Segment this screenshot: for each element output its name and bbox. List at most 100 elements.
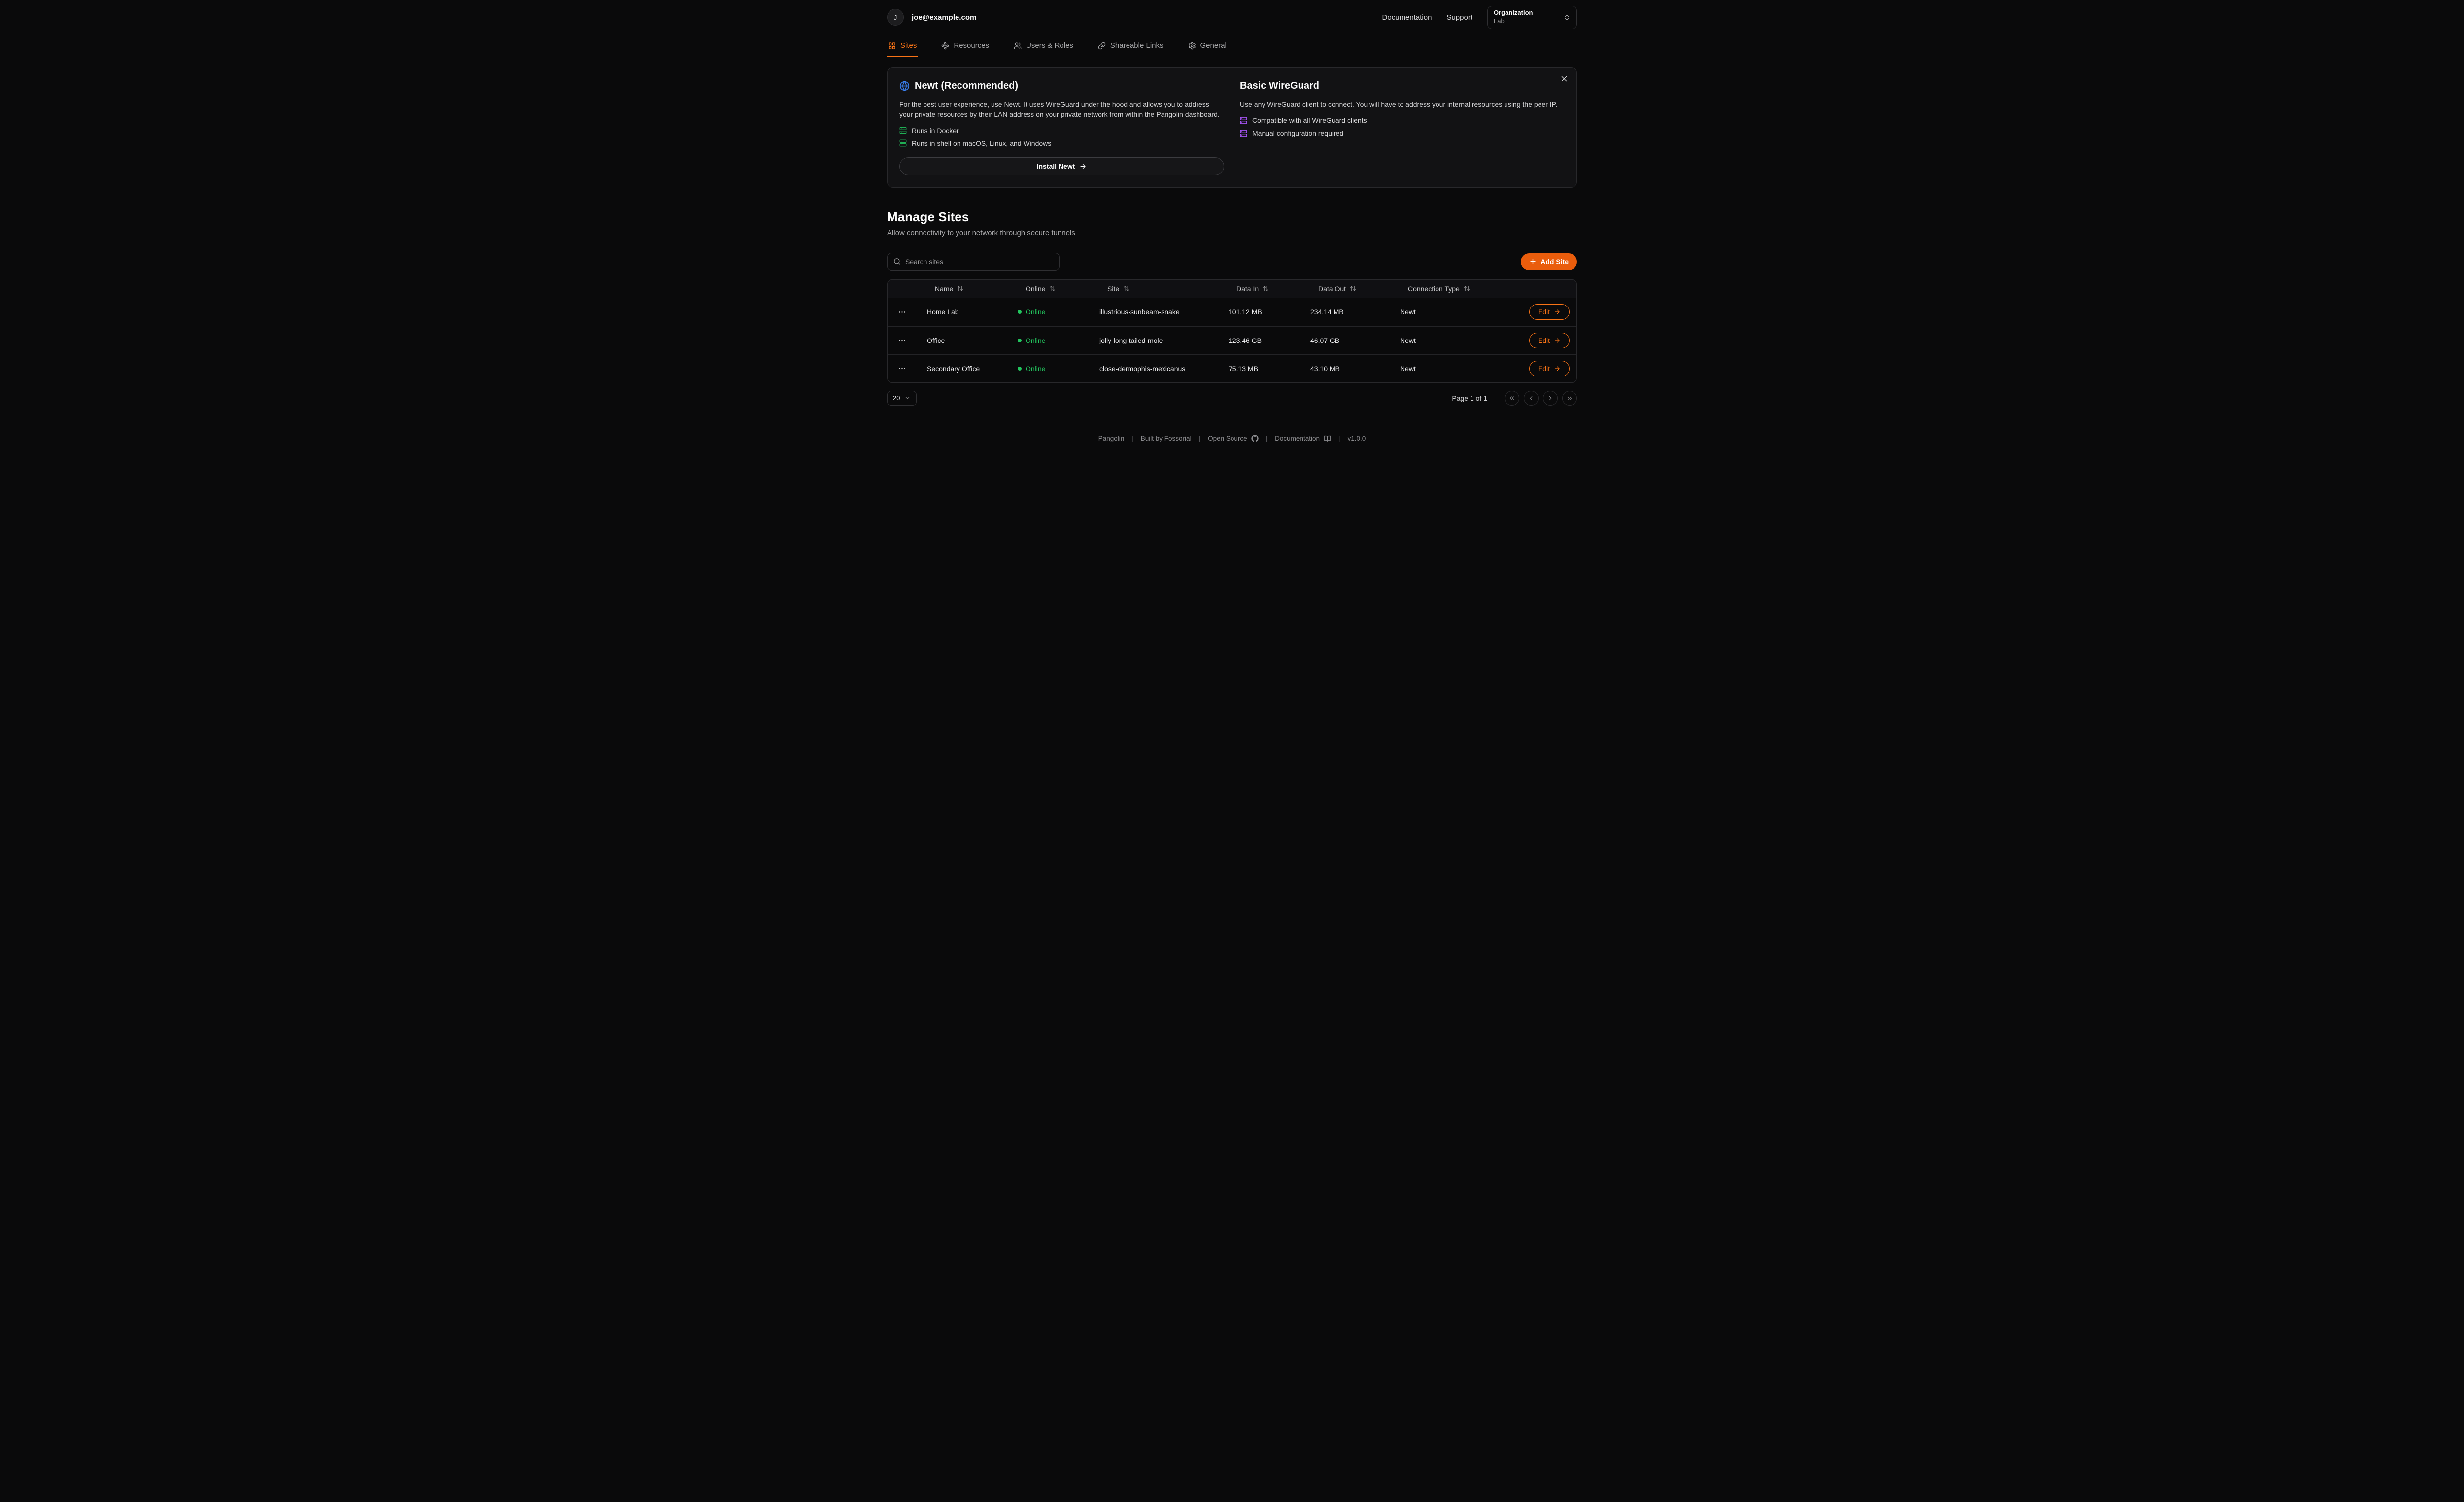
column-label: Online xyxy=(1026,284,1046,293)
online-dot xyxy=(1018,338,1022,342)
tab-label: General xyxy=(1200,41,1227,50)
avatar[interactable]: J xyxy=(887,9,904,26)
edit-label: Edit xyxy=(1538,364,1550,373)
page-subtitle: Allow connectivity to your network throu… xyxy=(887,228,1075,237)
site-name: Home Lab xyxy=(927,308,959,316)
tab-label: Resources xyxy=(954,41,990,50)
feature-item: Runs in Docker xyxy=(899,127,1224,135)
server-icon xyxy=(1240,117,1247,124)
install-newt-button[interactable]: Install Newt xyxy=(899,157,1224,175)
edit-button[interactable]: Edit xyxy=(1529,360,1570,376)
close-icon[interactable] xyxy=(1560,74,1569,83)
sort-icon xyxy=(1050,286,1056,291)
org-value: Lab xyxy=(1494,17,1505,25)
connection-type: Newt xyxy=(1400,336,1416,344)
tab-sites[interactable]: Sites xyxy=(887,34,918,57)
connection-type: Newt xyxy=(1400,364,1416,373)
wireguard-features: Compatible with all WireGuard clients Ma… xyxy=(1240,116,1565,137)
site-id: jolly-long-tailed-mole xyxy=(1099,336,1163,344)
status-badge: Online xyxy=(1007,308,1089,316)
edit-button[interactable]: Edit xyxy=(1529,332,1570,348)
documentation-link[interactable]: Documentation xyxy=(1382,13,1432,22)
arrow-right-icon xyxy=(1555,309,1560,314)
tab-label: Sites xyxy=(900,41,917,50)
newt-features: Runs in Docker Runs in shell on macOS, L… xyxy=(899,127,1224,147)
org-selector[interactable]: Organization Lab xyxy=(1487,5,1577,29)
link-icon xyxy=(1098,42,1106,49)
column-header-connection-type[interactable]: Connection Type xyxy=(1389,285,1511,293)
column-header-data-out[interactable]: Data Out xyxy=(1300,285,1389,293)
edit-button[interactable]: Edit xyxy=(1529,304,1570,320)
previous-page-button[interactable] xyxy=(1524,390,1539,406)
column-header-data-in[interactable]: Data In xyxy=(1218,285,1300,293)
add-site-button[interactable]: Add Site xyxy=(1521,253,1577,270)
site-name: Secondary Office xyxy=(927,364,980,373)
tab-label: Shareable Links xyxy=(1110,41,1164,50)
book-icon xyxy=(1324,435,1331,442)
footer-separator: | xyxy=(1266,435,1268,442)
user-email: joe@example.com xyxy=(912,13,977,22)
sites-table: Name Online Site Data In Data Out xyxy=(887,279,1577,383)
server-icon xyxy=(899,127,907,134)
footer-fossorial-link[interactable]: Built by Fossorial xyxy=(1141,435,1192,442)
page-size-value: 20 xyxy=(893,394,900,402)
chevrons-left-icon xyxy=(1509,396,1514,400)
wireguard-description: Use any WireGuard client to connect. You… xyxy=(1240,101,1558,108)
sort-icon xyxy=(1464,286,1470,291)
table-header-row: Name Online Site Data In Data Out xyxy=(888,279,1576,298)
footer-open-source-link[interactable]: Open Source xyxy=(1208,435,1259,442)
column-label: Data Out xyxy=(1318,284,1346,293)
row-menu-icon[interactable] xyxy=(895,361,909,376)
column-label: Connection Type xyxy=(1408,284,1460,293)
next-page-button[interactable] xyxy=(1543,390,1558,406)
gear-icon xyxy=(1188,42,1196,49)
footer-link-label: Documentation xyxy=(1275,435,1320,442)
site-id: close-dermophis-mexicanus xyxy=(1099,364,1186,373)
footer-documentation-link[interactable]: Documentation xyxy=(1275,435,1331,442)
column-header-site[interactable]: Site xyxy=(1089,285,1218,293)
tab-users-roles[interactable]: Users & Roles xyxy=(1013,34,1074,57)
table-footer: 20 Page 1 of 1 xyxy=(887,390,1577,406)
chevron-left-icon xyxy=(1530,396,1533,400)
page-title: Manage Sites xyxy=(887,209,969,224)
footer-separator: | xyxy=(1338,435,1340,442)
support-link[interactable]: Support xyxy=(1446,13,1472,22)
arrow-right-icon xyxy=(1555,338,1560,343)
plus-icon xyxy=(1530,259,1536,264)
data-in: 75.13 MB xyxy=(1229,364,1258,373)
edit-label: Edit xyxy=(1538,336,1550,344)
tab-general[interactable]: General xyxy=(1187,34,1228,57)
row-menu-icon[interactable] xyxy=(895,305,909,319)
column-header-online[interactable]: Online xyxy=(1007,285,1089,293)
row-menu-icon[interactable] xyxy=(895,333,909,347)
status-label: Online xyxy=(1026,336,1046,344)
online-dot xyxy=(1018,310,1022,314)
avatar-initial: J xyxy=(893,13,897,21)
table-body: Home Lab Online illustrious-sunbeam-snak… xyxy=(888,298,1576,382)
users-icon xyxy=(1014,42,1022,49)
last-page-button[interactable] xyxy=(1562,390,1577,406)
footer-brand: Pangolin xyxy=(1098,435,1125,442)
status-label: Online xyxy=(1026,364,1046,373)
footer-version: v1.0.0 xyxy=(1347,435,1366,442)
status-label: Online xyxy=(1026,308,1046,316)
sites-icon xyxy=(889,42,895,49)
first-page-button[interactable] xyxy=(1505,390,1519,406)
site-name: Office xyxy=(927,336,945,344)
server-icon xyxy=(1240,130,1247,137)
page-size-select[interactable]: 20 xyxy=(887,390,917,406)
add-site-label: Add Site xyxy=(1540,257,1569,266)
newt-column: Newt (Recommended) For the best user exp… xyxy=(899,80,1224,175)
github-icon xyxy=(1251,435,1259,442)
main-content: Newt (Recommended) For the best user exp… xyxy=(846,57,1618,421)
connection-type: Newt xyxy=(1400,308,1416,316)
tab-shareable-links[interactable]: Shareable Links xyxy=(1097,34,1164,57)
column-header-name[interactable]: Name xyxy=(916,285,1007,293)
tab-resources[interactable]: Resources xyxy=(940,34,990,57)
site-id: illustrious-sunbeam-snake xyxy=(1099,308,1180,316)
status-badge: Online xyxy=(1007,365,1089,373)
org-label: Organization xyxy=(1494,9,1533,17)
newt-description: For the best user experience, use Newt. … xyxy=(899,101,1220,119)
search-input[interactable] xyxy=(905,257,1053,266)
sort-icon xyxy=(1124,286,1129,291)
